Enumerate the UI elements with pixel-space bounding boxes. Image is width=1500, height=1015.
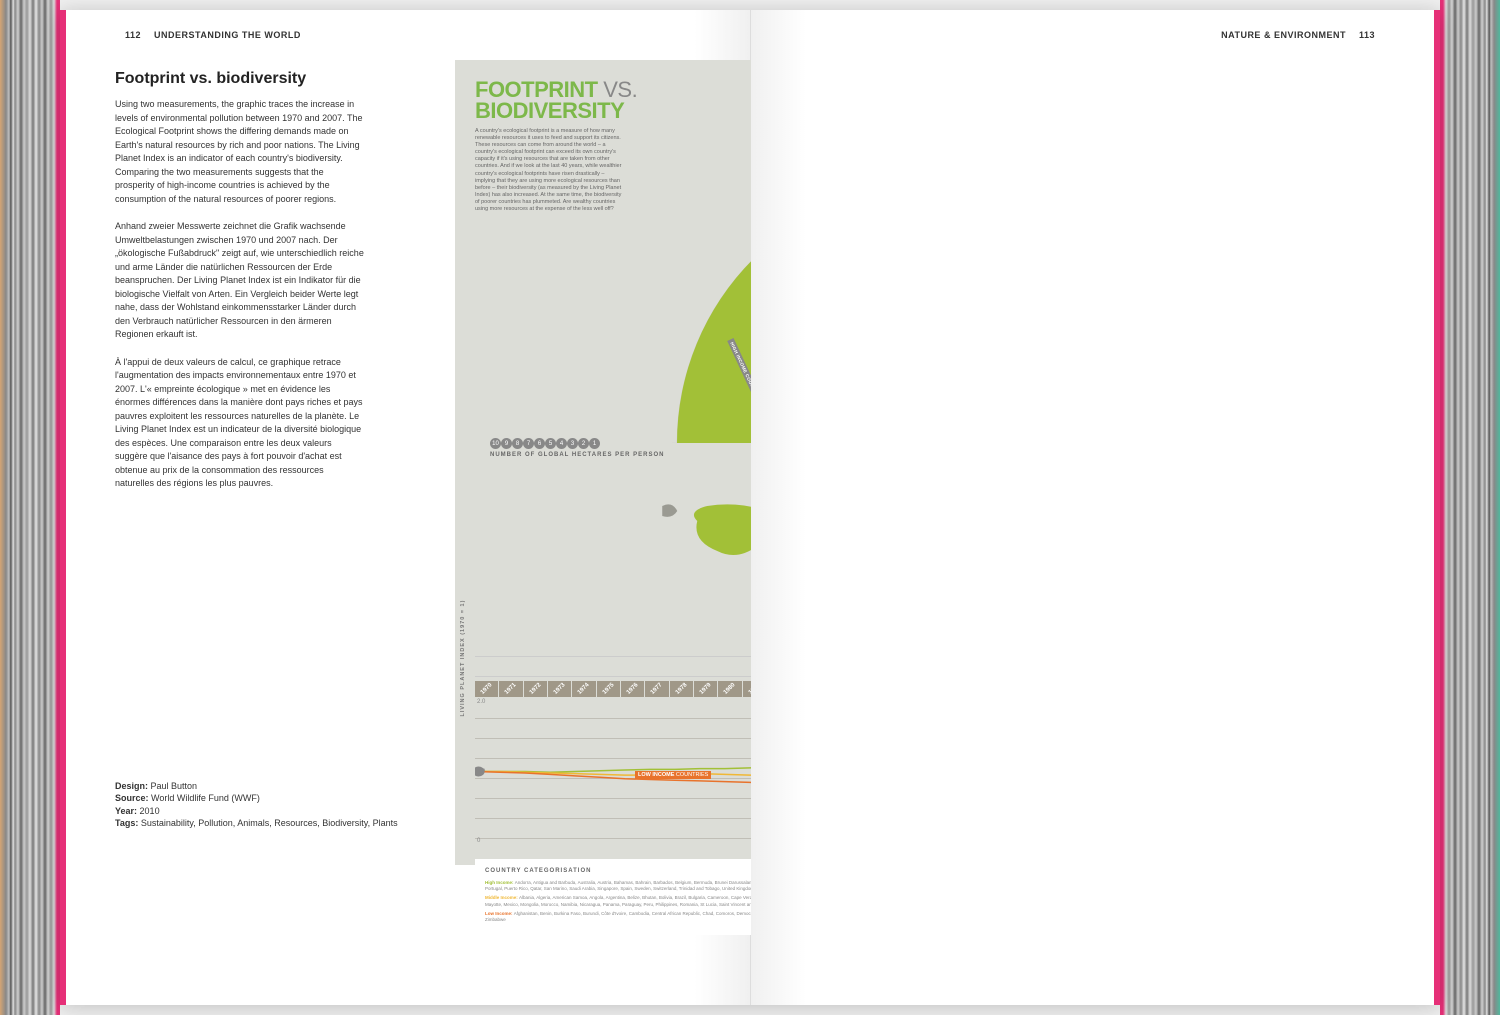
running-head-left: 112 UNDERSTANDING THE WORLD: [115, 30, 720, 40]
meta-year-value: 2010: [140, 806, 160, 816]
year-cell: 1974: [572, 681, 596, 697]
meta-year-label: Year:: [115, 806, 137, 816]
year-cell: 1972: [524, 681, 548, 697]
meta-design-value: Paul Button: [151, 781, 198, 791]
page-number: 112: [125, 30, 141, 40]
page-right: NATURE & ENVIRONMENT 113: [751, 10, 1441, 1005]
running-head-text: UNDERSTANDING THE WORLD: [154, 30, 301, 40]
meta-source-value: World Wildlife Fund (WWF): [151, 793, 260, 803]
year-cell: 1971: [499, 681, 523, 697]
year-cell: 1970: [475, 681, 499, 697]
paragraph-french: À l'appui de deux valeurs de calcul, ce …: [115, 356, 365, 491]
year-cell: 1980: [718, 681, 742, 697]
country-cat-label: Middle Income:: [485, 895, 519, 900]
year-cell: 1977: [645, 681, 669, 697]
paragraph-english: Using two measurements, the graphic trac…: [115, 98, 365, 206]
meta-tags-value: Sustainability, Pollution, Animals, Reso…: [141, 818, 398, 828]
page-number: 113: [1359, 30, 1375, 40]
article-body: Footprint vs. biodiversity Using two mea…: [115, 70, 365, 491]
country-cat-label: Low Income:: [485, 911, 514, 916]
book-spread: 112 UNDERSTANDING THE WORLD Footprint vs…: [60, 10, 1440, 1005]
page-left: 112 UNDERSTANDING THE WORLD Footprint vs…: [60, 10, 751, 1005]
title-word-2: BIODIVERSITY: [475, 98, 624, 123]
year-cell: 1978: [670, 681, 694, 697]
year-cell: 1973: [548, 681, 572, 697]
article-title: Footprint vs. biodiversity: [115, 70, 365, 88]
book-pages-edge-left: [0, 0, 60, 1015]
lpi-y-axis-caption: LIVING PLANET INDEX (1970 = 1): [460, 600, 466, 717]
page-edge-pink: [1434, 10, 1440, 1005]
year-cell: 1979: [694, 681, 718, 697]
meta-source-label: Source:: [115, 793, 149, 803]
paragraph-german: Anhand zweier Messwerte zeichnet die Gra…: [115, 220, 365, 342]
meta-tags-label: Tags:: [115, 818, 138, 828]
page-edge-pink: [60, 10, 66, 1005]
infographic-title: FOOTPRINT VS. BIODIVERSITY: [475, 80, 637, 122]
series-label: LOW INCOME COUNTRIES: [635, 771, 711, 779]
running-head-text: NATURE & ENVIRONMENT: [1221, 30, 1346, 40]
year-cell: 1975: [597, 681, 621, 697]
article-metadata: Design: Paul Button Source: World Wildli…: [115, 780, 398, 830]
country-cat-label: High Income:: [485, 880, 515, 885]
year-cell: 1976: [621, 681, 645, 697]
running-head-right: NATURE & ENVIRONMENT 113: [781, 30, 1386, 40]
book-pages-edge-right: [1440, 0, 1500, 1015]
meta-design-label: Design:: [115, 781, 148, 791]
